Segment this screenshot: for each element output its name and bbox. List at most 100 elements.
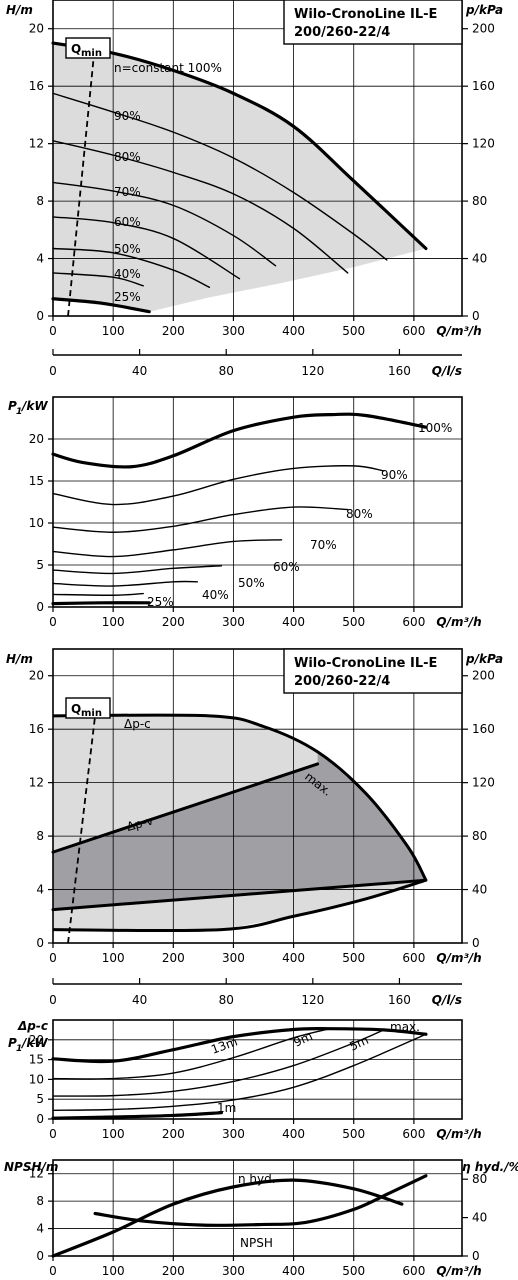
qmin-label: Q <box>71 42 81 56</box>
speed-curve-50% <box>52 247 211 288</box>
power-label-3: 70% <box>310 538 337 552</box>
y-tick-label: 12 <box>29 1167 44 1181</box>
x-tick-label: 600 <box>402 1127 425 1141</box>
y2-tick-label: 200 <box>472 669 495 683</box>
y2-axis-label: η hyd./% <box>462 1160 518 1174</box>
y2-tick-label: 160 <box>472 722 495 736</box>
y-tick-label: 0 <box>36 936 44 950</box>
power-curve-100% <box>51 412 428 469</box>
q-ls-axis-2-tick-label: 160 <box>388 993 411 1007</box>
y-tick-label: 5 <box>36 558 44 572</box>
x-tick-label: 400 <box>282 324 305 338</box>
x-tick-label: 600 <box>402 951 425 965</box>
x-tick-label: 300 <box>222 1264 245 1278</box>
x-tick-label: 400 <box>282 615 305 629</box>
speed-label-6: 40% <box>114 267 141 281</box>
dpc-label: Δp-c <box>124 717 151 731</box>
y-axis-label: NPSH/m <box>4 1160 58 1174</box>
y2-tick-label: 0 <box>472 309 480 323</box>
y-tick-label: 16 <box>29 722 44 736</box>
x-axis-label: Q/m³/h <box>436 1127 481 1141</box>
y-axis-label: P <box>8 1036 17 1050</box>
y-tick-label: 4 <box>36 252 44 266</box>
power-mode-1m <box>51 1111 224 1120</box>
y-tick-label: 12 <box>29 137 44 151</box>
x-tick-label: 300 <box>222 324 245 338</box>
y-tick-label: 15 <box>29 474 44 488</box>
x-tick-label: 100 <box>102 324 125 338</box>
eta-label: η hyd. <box>238 1172 276 1186</box>
power-label-5: 50% <box>238 576 265 590</box>
power-label-4: 60% <box>273 560 300 574</box>
q-ls-axis-1-tick-label: 120 <box>301 364 324 378</box>
y-axis-label: P <box>8 399 17 413</box>
x-tick-label: 300 <box>222 951 245 965</box>
dpv-min-line <box>51 878 428 912</box>
y2-tick-label: 120 <box>472 137 495 151</box>
y-tick-label: 4 <box>36 1222 44 1236</box>
y2-tick-label: 40 <box>472 1211 487 1225</box>
x-tick-label: 500 <box>342 1264 365 1278</box>
y-tick-label: 5 <box>36 1092 44 1106</box>
q-ls-axis-1-tick-label: 80 <box>219 364 234 378</box>
x-tick-label: 500 <box>342 615 365 629</box>
x-tick-label: 600 <box>402 615 425 629</box>
y2-tick-label: 120 <box>472 776 495 790</box>
y2-axis-label: p/kPa <box>465 3 503 17</box>
x-axis-label: Q/m³/h <box>436 615 481 629</box>
power-mode-label-3: 5m <box>347 1033 370 1054</box>
speed-curve-80% <box>52 140 349 274</box>
speed-curve-60% <box>52 216 241 280</box>
y-tick-label: 16 <box>29 79 44 93</box>
power-mode-13m <box>52 1028 331 1080</box>
y2-tick-label: 80 <box>472 829 487 843</box>
y2-tick-label: 80 <box>472 1172 487 1186</box>
y-tick-label: 0 <box>36 309 44 323</box>
y-axis-label: H/m <box>6 3 33 17</box>
q-ls-axis-1-tick-label: 160 <box>388 364 411 378</box>
x-tick-label: 100 <box>102 1264 125 1278</box>
power-curve-90% <box>52 465 385 506</box>
speed-label-2: 80% <box>114 150 141 164</box>
x-axis-label: Q/m³/h <box>436 1264 481 1278</box>
speed-label-3: 70% <box>114 185 141 199</box>
qmin-line <box>67 43 96 317</box>
power-label-6: 40% <box>202 588 229 602</box>
x-tick-label: 500 <box>342 1127 365 1141</box>
y-axis-label-sub: 1 <box>16 407 22 417</box>
x-tick-label: 400 <box>282 1264 305 1278</box>
qmin-label: Q <box>71 702 81 716</box>
power-curve-70% <box>52 539 283 558</box>
x-tick-label: 500 <box>342 951 365 965</box>
y-tick-label: 8 <box>36 1194 44 1208</box>
y-tick-label: 10 <box>29 1072 44 1086</box>
title-box <box>283 648 463 694</box>
x-tick-label: 400 <box>282 951 305 965</box>
q-ls-axis-2-tick-label: 0 <box>49 993 57 1007</box>
y-tick-label: 20 <box>29 432 44 446</box>
power-label-0: 100% <box>418 421 452 435</box>
x-axis-label: Q/m³/h <box>436 324 481 338</box>
x-tick-label: 0 <box>49 1127 57 1141</box>
power-mode-label-1: 13m <box>209 1034 239 1056</box>
x-tick-label: 100 <box>102 1127 125 1141</box>
x-tick-label: 600 <box>402 1264 425 1278</box>
y2-tick-label: 160 <box>472 79 495 93</box>
plot-frame <box>52 1019 463 1120</box>
speed-curve-25 <box>51 297 151 314</box>
power-curve-40% <box>52 592 144 596</box>
y2-tick-label: 40 <box>472 883 487 897</box>
q-ls-axis-2-tick-label: 40 <box>132 993 147 1007</box>
power-curve-50% <box>52 580 199 587</box>
x-tick-label: 0 <box>49 1264 57 1278</box>
x-tick-label: 200 <box>162 615 185 629</box>
y-axis-label-unit: /kW <box>20 1036 48 1050</box>
speed-curve-40% <box>52 272 144 287</box>
y2-tick-label: 80 <box>472 194 487 208</box>
y-tick-label: 12 <box>29 776 44 790</box>
speed-curve-90% <box>52 92 388 261</box>
y-axis-label-unit: /kW <box>20 399 48 413</box>
q-ls-axis-1-tick-label: 40 <box>132 364 147 378</box>
x-tick-label: 600 <box>402 324 425 338</box>
y-tick-label: 8 <box>36 829 44 843</box>
